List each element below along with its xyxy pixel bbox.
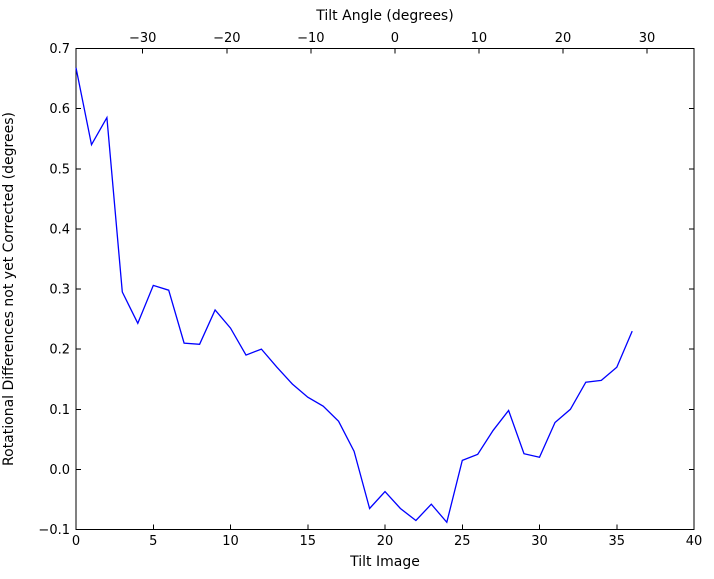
x-tick-label: 15 [299, 534, 316, 549]
x-tick-label: 40 [686, 534, 703, 549]
axis-tick-labels: 0 5 10 15 20 25 30 35 40 0.7 0.6 0.5 0.4 0.3 0.2 0.1 0.0… [38, 31, 702, 549]
x-tick-label: 25 [454, 534, 471, 549]
y-tick-label: 0.4 [49, 222, 70, 237]
top-axis-label: Tilt Angle (degrees) [315, 8, 453, 24]
top-tick-label: 30 [639, 31, 656, 46]
top-tick-label: −10 [297, 31, 324, 46]
top-tick-label: 10 [471, 31, 488, 46]
x-tick-label: 30 [531, 534, 548, 549]
y-tick-label: 0.3 [49, 283, 70, 298]
y-tick-label: 0.2 [49, 343, 70, 358]
y-tick-label: 0.7 [49, 42, 70, 57]
x-tick-label: 10 [222, 534, 239, 549]
plot-border [75, 48, 695, 530]
x-axis-label: Tilt Image [349, 554, 420, 570]
y-tick-label: 0.1 [49, 403, 70, 418]
y-tick-label: 0.0 [49, 463, 70, 478]
top-tick-label: −20 [213, 31, 240, 46]
axis-ticks [75, 48, 695, 530]
y-axis-label: Rotational Differences not yet Corrected… [1, 112, 17, 466]
top-tick-label: 20 [555, 31, 572, 46]
y-tick-label: 0.5 [49, 162, 70, 177]
x-tick-label: 35 [608, 534, 625, 549]
y-tick-label: −0.1 [38, 523, 70, 538]
y-tick-label: 0.6 [49, 102, 70, 117]
x-tick-label: 5 [149, 534, 157, 549]
x-tick-label: 0 [72, 534, 80, 549]
x-tick-label: 20 [377, 534, 394, 549]
data-line [75, 67, 633, 524]
top-tick-label: 0 [391, 31, 399, 46]
top-tick-label: −30 [129, 31, 156, 46]
